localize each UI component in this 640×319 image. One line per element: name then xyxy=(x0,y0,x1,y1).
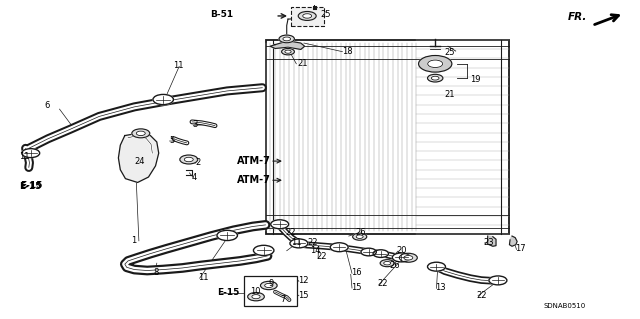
Text: FR.: FR. xyxy=(568,12,587,22)
Text: 11: 11 xyxy=(19,152,29,161)
Polygon shape xyxy=(509,236,517,246)
Circle shape xyxy=(373,250,388,257)
Text: 22: 22 xyxy=(307,238,317,247)
Text: 11: 11 xyxy=(291,238,301,247)
Circle shape xyxy=(428,60,443,68)
Circle shape xyxy=(404,256,413,260)
Text: 17: 17 xyxy=(515,244,526,253)
Circle shape xyxy=(428,262,445,271)
Polygon shape xyxy=(488,236,496,246)
Circle shape xyxy=(217,230,237,241)
Text: 26: 26 xyxy=(389,261,400,270)
Text: 21: 21 xyxy=(445,90,455,99)
Text: 22: 22 xyxy=(285,228,296,237)
Text: 12: 12 xyxy=(298,276,308,285)
Text: B-51: B-51 xyxy=(211,10,234,19)
Circle shape xyxy=(399,253,417,262)
Circle shape xyxy=(252,295,260,299)
Circle shape xyxy=(180,155,198,164)
Text: 20: 20 xyxy=(397,246,407,255)
Circle shape xyxy=(283,37,291,41)
Text: 25: 25 xyxy=(320,10,330,19)
Text: E-15: E-15 xyxy=(19,182,42,191)
Text: 19: 19 xyxy=(470,75,481,84)
Circle shape xyxy=(419,56,452,72)
Circle shape xyxy=(330,243,348,252)
Circle shape xyxy=(431,76,439,80)
Text: 4: 4 xyxy=(192,173,197,182)
Text: 1: 1 xyxy=(131,236,136,245)
Circle shape xyxy=(282,48,294,55)
Circle shape xyxy=(298,11,316,20)
Circle shape xyxy=(260,281,277,290)
Text: 11: 11 xyxy=(198,273,209,282)
Text: 21: 21 xyxy=(298,59,308,68)
Polygon shape xyxy=(118,133,159,182)
Text: 7: 7 xyxy=(280,295,285,304)
Text: 10: 10 xyxy=(250,287,260,296)
Text: 22: 22 xyxy=(378,279,388,288)
Text: 23: 23 xyxy=(483,238,494,247)
Text: 2: 2 xyxy=(195,158,200,167)
Text: 26: 26 xyxy=(355,228,366,237)
Text: ATM-7: ATM-7 xyxy=(237,156,271,166)
Circle shape xyxy=(303,14,312,18)
Circle shape xyxy=(279,35,294,43)
Circle shape xyxy=(384,262,390,265)
Circle shape xyxy=(380,260,394,267)
Text: 6: 6 xyxy=(45,101,50,110)
Circle shape xyxy=(132,129,150,138)
Text: E-15: E-15 xyxy=(20,181,43,189)
Bar xyxy=(291,7,324,26)
Circle shape xyxy=(361,248,376,256)
Text: 22: 22 xyxy=(477,291,487,300)
Circle shape xyxy=(285,50,291,53)
Text: 13: 13 xyxy=(435,283,446,292)
Circle shape xyxy=(248,293,264,301)
Text: 22: 22 xyxy=(317,252,327,261)
Text: E-15: E-15 xyxy=(218,288,240,297)
Circle shape xyxy=(136,131,145,136)
Text: SDNAB0510: SDNAB0510 xyxy=(544,303,586,308)
Text: 3: 3 xyxy=(192,120,197,129)
Circle shape xyxy=(153,94,173,105)
Circle shape xyxy=(356,235,364,238)
Text: ATM-7: ATM-7 xyxy=(237,175,271,185)
Circle shape xyxy=(290,239,308,248)
Circle shape xyxy=(392,253,410,262)
Text: 9: 9 xyxy=(269,279,274,288)
Text: 15: 15 xyxy=(351,283,361,292)
Circle shape xyxy=(428,74,443,82)
Bar xyxy=(244,276,297,306)
Text: 16: 16 xyxy=(351,268,362,277)
Circle shape xyxy=(184,157,193,162)
Polygon shape xyxy=(270,41,305,49)
Circle shape xyxy=(265,283,273,288)
Circle shape xyxy=(489,276,507,285)
Circle shape xyxy=(271,220,289,229)
Circle shape xyxy=(353,233,367,240)
Text: 25: 25 xyxy=(445,48,455,57)
Circle shape xyxy=(253,245,274,256)
Circle shape xyxy=(22,149,40,158)
Text: 14: 14 xyxy=(310,246,321,255)
Text: 15: 15 xyxy=(298,291,308,300)
Text: 5: 5 xyxy=(170,136,175,145)
Bar xyxy=(266,40,509,234)
Text: 18: 18 xyxy=(342,47,353,56)
Text: 24: 24 xyxy=(134,157,145,166)
Text: 11: 11 xyxy=(173,61,183,70)
Text: 8: 8 xyxy=(154,268,159,277)
